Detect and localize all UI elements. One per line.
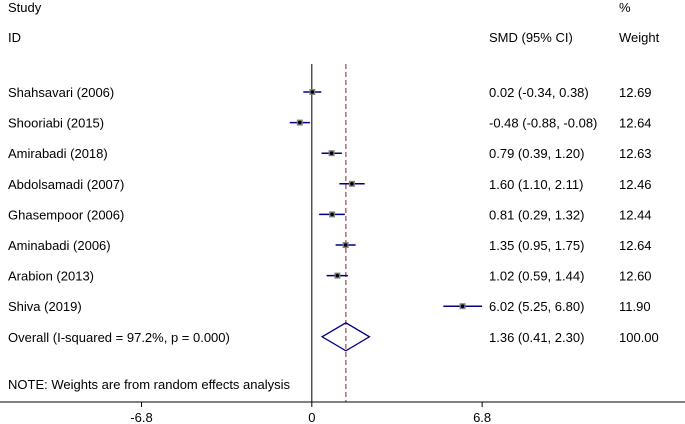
- study-label: Arabion (2013): [8, 269, 94, 284]
- plot-marks: Shahsavari (2006) 0.02 (-0.34, 0.38) 12.69…: [0, 64, 685, 424]
- x-axis-tick-label: 6.8: [473, 410, 491, 424]
- study-weight: 12.64: [619, 238, 652, 253]
- study-point: [330, 212, 334, 217]
- study-label: Amirabadi (2018): [8, 146, 108, 161]
- study-point: [343, 243, 348, 247]
- header-weight: Weight: [619, 30, 660, 45]
- study-weight: 12.60: [619, 269, 652, 284]
- study-point: [350, 182, 354, 186]
- study-point: [297, 120, 302, 125]
- study-label: Aminabadi (2006): [8, 238, 111, 253]
- overall-diamond: [320, 322, 371, 352]
- study-smd-ci: 1.60 (1.10, 2.11): [489, 177, 583, 192]
- header-percent: %: [619, 0, 631, 15]
- header-smd-ci: SMD (95% CI): [489, 30, 573, 45]
- header-study: Study: [8, 0, 42, 15]
- note-text: NOTE: Weights are from random effects an…: [8, 377, 291, 392]
- study-weight: 12.46: [619, 177, 652, 192]
- study-weight: 11.90: [619, 299, 651, 314]
- study-smd-ci: 6.02 (5.25, 6.80): [489, 299, 584, 314]
- header-id: ID: [8, 30, 21, 45]
- study-label: Shiva (2019): [8, 299, 82, 314]
- study-point: [460, 304, 465, 309]
- overall-smd-ci: 1.36 (0.41, 2.30): [489, 330, 584, 345]
- study-smd-ci: 1.02 (0.59, 1.44): [489, 269, 584, 284]
- study-weight: 12.69: [619, 85, 652, 100]
- study-smd-ci: 0.02 (-0.34, 0.38): [489, 85, 589, 100]
- study-label: Shooriabi (2015): [8, 116, 104, 131]
- overall-label: Overall (I-squared = 97.2%, p = 0.000): [8, 330, 230, 345]
- study-label: Ghasempoor (2006): [8, 207, 124, 222]
- overall-weight: 100.00: [619, 330, 659, 345]
- study-label: Abdolsamadi (2007): [8, 177, 124, 192]
- study-weight: 12.44: [619, 207, 652, 222]
- study-smd-ci: 0.79 (0.39, 1.20): [489, 146, 584, 161]
- study-weight: 12.63: [619, 146, 652, 161]
- study-point: [335, 273, 340, 278]
- x-axis-tick-label: 0: [308, 410, 315, 424]
- x-axis-tick-label: -6.8: [130, 410, 152, 424]
- study-smd-ci: -0.48 (-0.88, -0.08): [489, 116, 597, 131]
- study-weight: 12.64: [619, 116, 652, 131]
- study-point: [310, 90, 315, 94]
- study-label: Shahsavari (2006): [8, 85, 114, 100]
- study-smd-ci: 1.35 (0.95, 1.75): [489, 238, 584, 253]
- study-point: [329, 151, 334, 155]
- study-smd-ci: 0.81 (0.29, 1.32): [489, 207, 584, 222]
